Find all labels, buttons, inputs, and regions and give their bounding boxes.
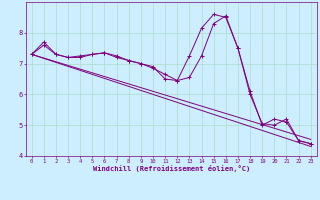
X-axis label: Windchill (Refroidissement éolien,°C): Windchill (Refroidissement éolien,°C) xyxy=(92,165,250,172)
